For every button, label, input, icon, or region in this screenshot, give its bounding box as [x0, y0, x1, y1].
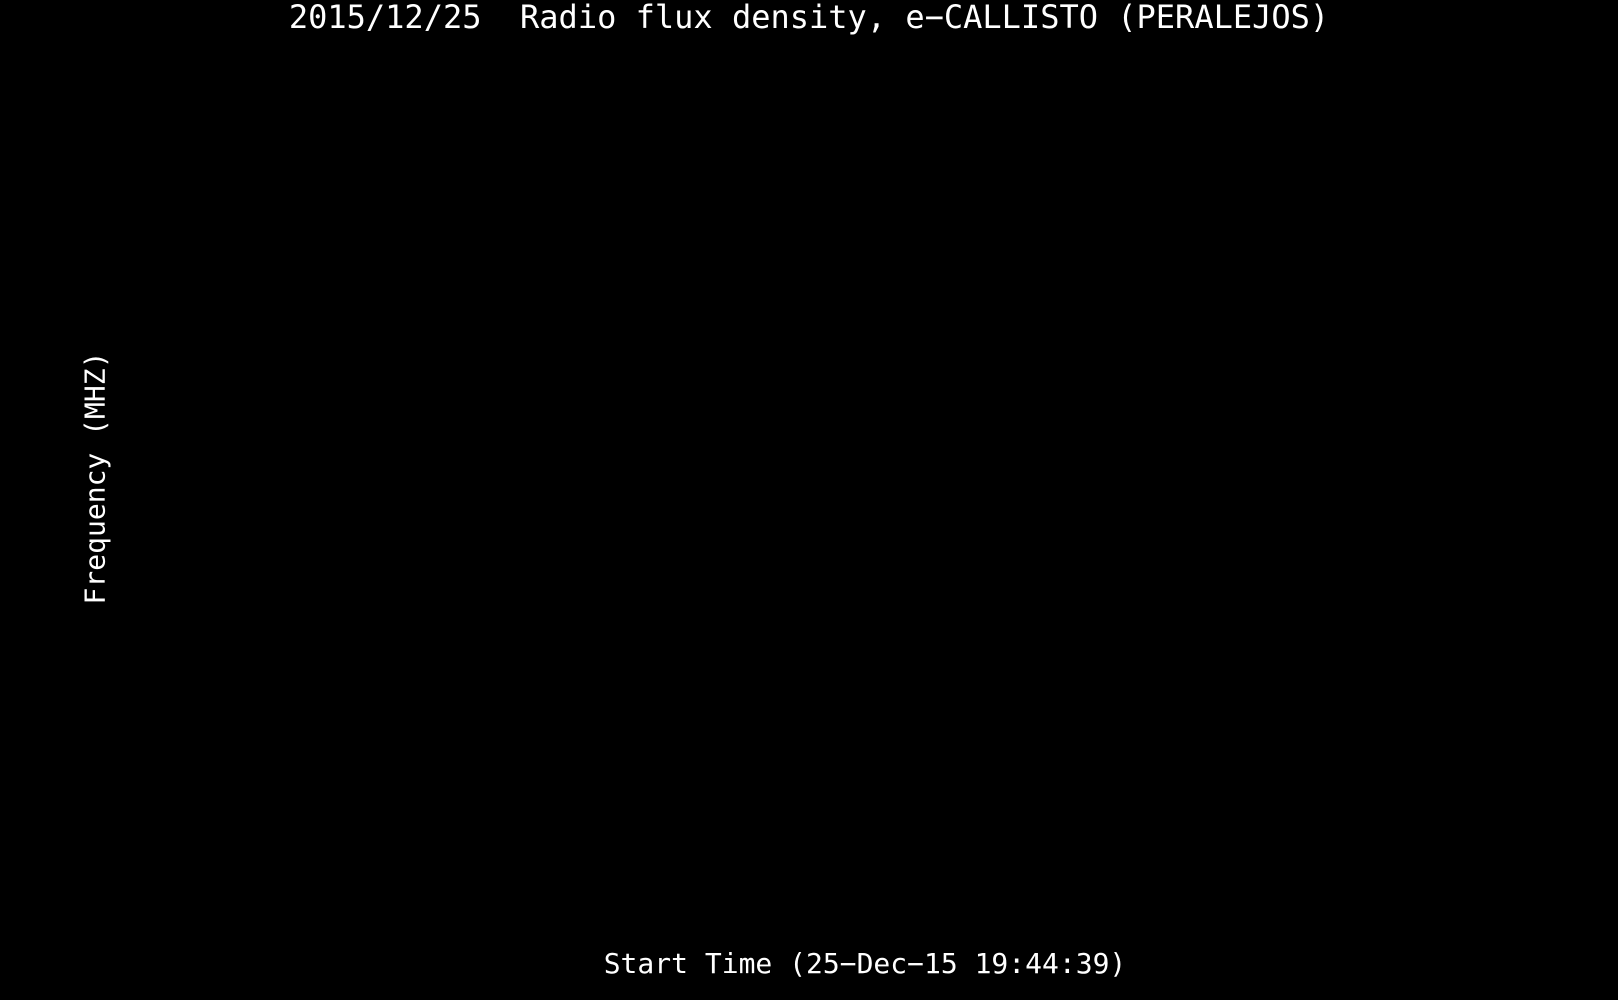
x-axis-title: Start Time (25−Dec−15 19:44:39) — [603, 947, 1127, 980]
chart-title: 2015/12/25 Radio flux density, e−CALLIST… — [288, 0, 1330, 36]
y-axis-title: Frequency (MHZ) — [78, 351, 112, 605]
